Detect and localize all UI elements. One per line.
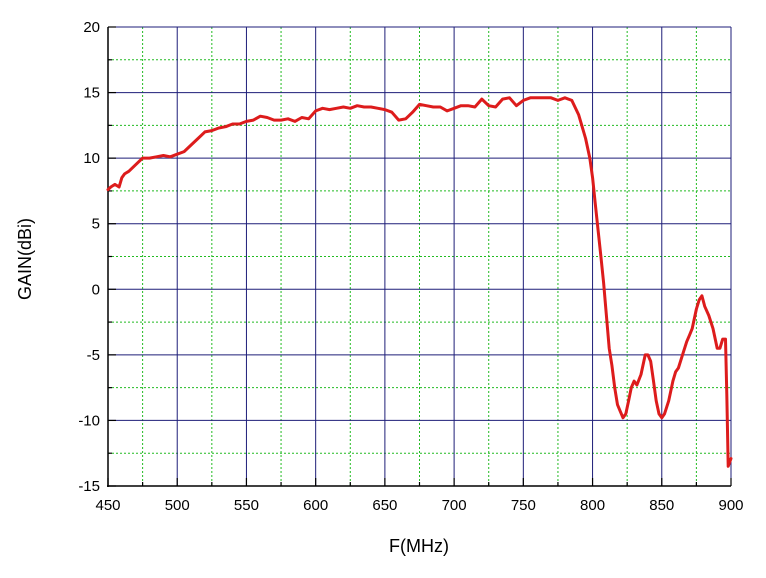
x-tick-label: 900 — [718, 497, 743, 514]
x-tick-label: 700 — [442, 497, 467, 514]
x-axis-title: F(MHz) — [389, 536, 449, 556]
x-tick-label: 600 — [303, 497, 328, 514]
y-axis-title: GAIN(dBi) — [15, 218, 35, 300]
x-tick-label: 550 — [234, 497, 259, 514]
x-tick-label: 450 — [95, 497, 120, 514]
axis-ticks — [107, 26, 732, 487]
x-tick-label: 650 — [372, 497, 397, 514]
y-tick-label: -5 — [87, 347, 100, 364]
y-tick-label: -10 — [78, 412, 100, 429]
x-tick-label: 750 — [511, 497, 536, 514]
series-layer — [106, 96, 733, 468]
major-grid — [108, 27, 731, 486]
y-tick-label: 0 — [92, 281, 100, 298]
x-tick-label: 850 — [649, 497, 674, 514]
x-tick-label: 500 — [165, 497, 190, 514]
y-tick-label: -15 — [78, 478, 100, 495]
x-tick-labels: 450 500 550 600 650 700 750 800 850 900 — [95, 497, 743, 514]
y-tick-labels: -15 -10 -5 0 5 10 15 20 — [78, 19, 100, 495]
y-tick-label: 20 — [83, 19, 100, 36]
minor-grid — [108, 27, 731, 486]
y-tick-label: 5 — [92, 216, 100, 233]
y-tick-label: 15 — [83, 85, 100, 102]
gain-series-line — [106, 96, 733, 468]
y-tick-label: 10 — [83, 150, 100, 167]
x-tick-label: 800 — [580, 497, 605, 514]
